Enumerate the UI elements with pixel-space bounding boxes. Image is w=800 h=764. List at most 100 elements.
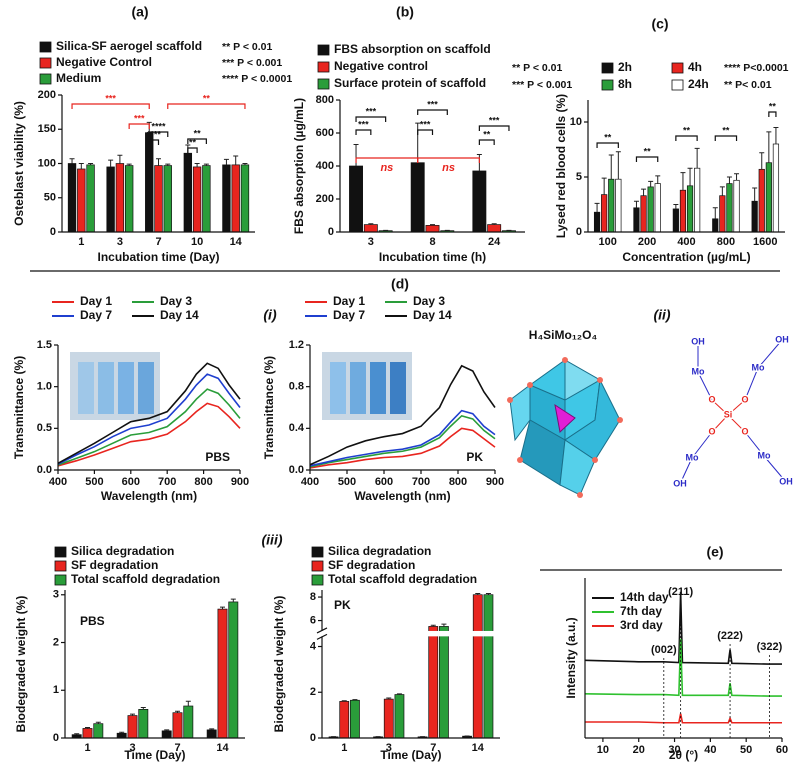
error-bar — [230, 598, 236, 602]
y-axis-title: Transmittance (%) — [262, 356, 276, 459]
bar — [183, 705, 194, 739]
error-bar — [175, 710, 180, 713]
panel-label: (e) — [706, 544, 723, 560]
error-bar — [194, 163, 200, 167]
bar — [163, 165, 172, 233]
peak-label: (322) — [757, 641, 783, 653]
bar — [472, 594, 483, 739]
atom-label: Mo — [752, 362, 765, 372]
x-tick-label: 3 — [386, 742, 392, 754]
bar — [593, 211, 601, 233]
bar — [601, 194, 608, 233]
x-tick-label: 40 — [704, 744, 716, 756]
significance-bracket — [148, 131, 169, 137]
y-tick-label: 2 — [53, 636, 59, 648]
x-tick-label: 1 — [341, 742, 347, 754]
peak-label: (211) — [668, 586, 693, 598]
panel-note: PBS — [205, 450, 230, 464]
bar — [679, 189, 687, 233]
y-tick-label: 1 — [53, 684, 59, 696]
bar — [726, 183, 733, 233]
y-tick-label: 0 — [50, 226, 56, 238]
error-bar — [734, 173, 740, 181]
bar — [349, 165, 363, 233]
error-bar — [78, 163, 84, 169]
error-bar — [773, 127, 779, 144]
error-bar — [85, 726, 90, 729]
legend-swatch — [671, 62, 684, 74]
legend-swatch — [601, 79, 614, 91]
bar — [425, 225, 440, 233]
x-tick-label: 60 — [776, 744, 788, 756]
panel-label: (iii) — [262, 532, 283, 548]
series-line — [309, 409, 496, 467]
y-tick-label: 0 — [53, 732, 59, 744]
bar — [640, 195, 647, 233]
bar — [127, 715, 138, 739]
significance-note: ** P< 0.01 — [724, 79, 772, 91]
legend-swatch — [317, 78, 330, 90]
y-tick-label: 600 — [316, 127, 334, 139]
error-bar — [140, 706, 146, 710]
x-axis-title: Incubation time (h) — [379, 250, 486, 264]
series-line — [584, 591, 782, 665]
atom-label: OH — [691, 336, 705, 346]
bar — [222, 164, 231, 233]
legend-swatch — [311, 546, 324, 558]
panel-note: PK — [334, 598, 351, 612]
bond — [691, 431, 713, 459]
significance-note: *** P < 0.001 — [222, 57, 282, 69]
atom-label: O — [741, 394, 748, 404]
y-tick-label: 1.2 — [289, 339, 304, 351]
significance-label: *** — [105, 93, 116, 103]
error-bar — [156, 158, 161, 166]
y-tick-label: 5 — [576, 171, 582, 183]
bar — [217, 608, 228, 739]
panel-label: (d) — [391, 276, 409, 292]
atom-label: Si — [724, 409, 733, 419]
error-bar — [95, 721, 101, 724]
bar — [93, 723, 104, 739]
significance-label: *** — [358, 119, 369, 129]
atom-label: Mo — [692, 366, 705, 376]
significance-label: ** — [483, 129, 491, 139]
bar — [145, 132, 154, 233]
significance-label: ** — [194, 128, 202, 138]
error-bar — [368, 223, 374, 225]
x-tick-label: 800 — [194, 476, 212, 488]
legend-label: Day 3 — [160, 294, 192, 308]
polyhedron — [507, 357, 623, 498]
y-tick-label: 6 — [310, 614, 316, 626]
peak-label: (222) — [717, 630, 743, 642]
significance-bracket — [128, 123, 150, 129]
x-axis-title: 2θ (°) — [669, 748, 698, 762]
bar — [615, 178, 622, 233]
significance-note: ** P < 0.01 — [512, 62, 562, 74]
atom-label: O — [708, 394, 715, 404]
series-line — [309, 414, 496, 468]
y-tick-label: 100 — [38, 157, 56, 169]
legend-label: FBS absorption on scaffold — [334, 42, 491, 56]
y-axis-title: Transmittance (%) — [12, 356, 26, 459]
bar — [350, 699, 360, 739]
x-tick-label: 24 — [488, 236, 501, 248]
y-tick-label: 50 — [44, 192, 56, 204]
x-tick-label: 1600 — [753, 236, 777, 248]
x-tick-label: 800 — [449, 476, 467, 488]
significance-note: ** P < 0.01 — [222, 41, 272, 53]
series-line — [584, 638, 782, 697]
error-bar — [752, 187, 758, 202]
y-tick-label: 0.5 — [37, 422, 52, 434]
formula: H₄SiMo₁₂O₄ — [529, 328, 598, 342]
series-line — [57, 388, 241, 466]
legend-label: Day 7 — [80, 308, 112, 322]
x-tick-label: 20 — [633, 744, 645, 756]
error-bar — [119, 731, 125, 734]
significance-label: ** — [189, 137, 197, 147]
atom-label: Mo — [758, 450, 771, 460]
x-tick-label: 7 — [174, 742, 180, 754]
error-bar — [673, 204, 679, 209]
error-bar — [74, 733, 80, 735]
legend-label: Day 7 — [333, 308, 365, 322]
y-axis-title: FBS absorption (µg/mL) — [292, 98, 306, 234]
